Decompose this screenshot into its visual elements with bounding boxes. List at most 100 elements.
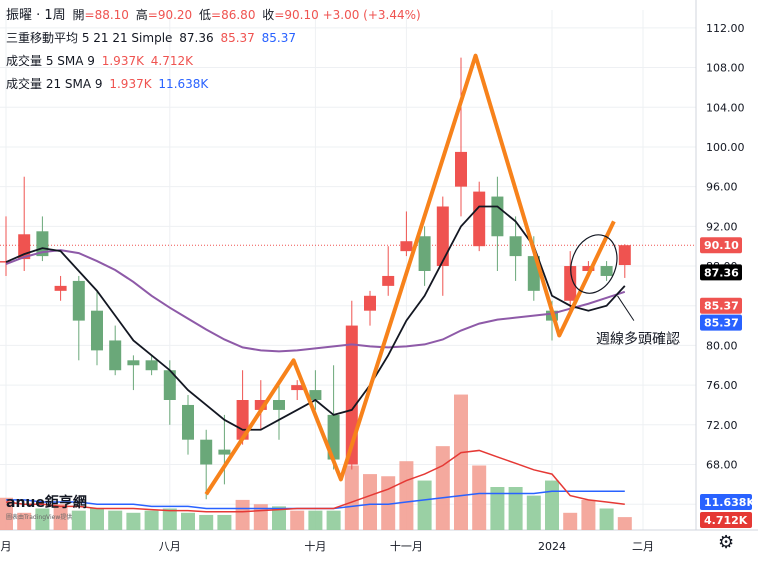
candle-body — [182, 404, 194, 440]
volume-bar — [126, 512, 141, 530]
volume-tag-value: 4.712K — [704, 514, 748, 527]
y-tick-label: 100.00 — [706, 141, 745, 154]
volume-bar — [545, 480, 559, 530]
x-tick-label: 八月 — [159, 540, 181, 553]
vol5-value-b: 4.712K — [150, 54, 194, 68]
x-tick-label: 2024 — [538, 540, 566, 553]
volume-tag: 11.638K — [700, 494, 755, 510]
price-tags: 90.10 87.36 85.37 85.37 11.638K 4.712K — [700, 237, 755, 528]
price-tag: 85.37 — [700, 314, 742, 331]
price-tag-value: 85.37 — [704, 300, 739, 313]
volume-bar — [326, 510, 341, 530]
candle-body — [200, 439, 213, 465]
candle-body — [309, 390, 322, 400]
candle-body — [218, 449, 231, 455]
volume-bar — [235, 499, 250, 530]
ma5-value: 87.36 — [179, 31, 214, 45]
candle-body — [618, 245, 631, 266]
volume-bar — [53, 504, 68, 530]
candle-body — [418, 236, 431, 271]
candle-body — [273, 400, 285, 410]
price-tag: 87.36 — [700, 264, 742, 281]
volume-bar — [71, 510, 86, 530]
volume-bar — [181, 512, 195, 530]
ma21-line — [5, 249, 626, 353]
volume-bar — [454, 394, 468, 530]
volume-bar — [617, 517, 632, 530]
x-tick-label: 二月 — [632, 540, 654, 553]
price-tag: 90.10 — [700, 237, 742, 254]
volume-bar — [35, 508, 50, 530]
logo-subtext: 圖表由TradingView提供 — [6, 514, 73, 521]
legend-ma-row[interactable]: 三重移動平均 5 21 21 Simple 87.36 85.37 85.37 — [6, 27, 421, 50]
legend-vol5-row[interactable]: 成交量 5 SMA 9 1.937K 4.712K — [6, 50, 421, 73]
vol5-label: 成交量 5 SMA 9 — [6, 54, 95, 68]
annotation-text: 週線多頭確認 — [596, 330, 680, 347]
candle-body — [382, 275, 395, 286]
logo-brand: anue鉅亨網 — [6, 495, 87, 511]
ohlc-high-label: 高 — [135, 8, 148, 22]
legend-vol21-row[interactable]: 成交量 21 SMA 9 1.937K 11.638K — [6, 73, 421, 96]
ohlc-close-value: =90.10 — [274, 8, 319, 22]
candle-body — [145, 360, 158, 371]
price-tag-value: 90.10 — [704, 239, 739, 252]
candle-body — [400, 241, 413, 252]
anue-logo: anue鉅亨網 圖表由TradingView提供 — [6, 492, 87, 521]
ohlc-low-label: 低 — [199, 8, 212, 22]
y-tick-label: 92.00 — [706, 220, 738, 233]
volume-bar — [417, 480, 432, 530]
volume-tag-bg — [700, 494, 752, 510]
ohlc-close-label: 收 — [262, 8, 275, 22]
price-tag-value: 87.36 — [704, 266, 739, 279]
candle-body — [291, 385, 304, 391]
candle-body — [54, 285, 67, 291]
volume-ma5-line — [5, 449, 625, 513]
candle-body — [72, 280, 85, 321]
candle-body — [582, 266, 595, 271]
volume-bar — [272, 506, 286, 530]
y-tick-label: 80.00 — [706, 339, 738, 352]
candle-body — [473, 191, 486, 247]
candle-body — [564, 266, 577, 301]
vol21-value-a: 1.937K — [109, 77, 152, 91]
volume-bar — [435, 446, 450, 530]
volume-bar — [363, 474, 377, 530]
y-tick-label: 96.00 — [706, 181, 738, 194]
volume-bar — [308, 510, 323, 530]
price-tag-value: 85.37 — [704, 317, 739, 330]
annotation-pointer — [617, 295, 635, 321]
legend-ohlc-row: 振曜 · 1周 開=88.10 高=90.20 低=86.80 收=90.10 … — [6, 4, 421, 27]
ohlc-high-value: =90.20 — [147, 8, 193, 22]
volume-bar — [162, 508, 177, 530]
y-tick-label: 104.00 — [706, 101, 745, 114]
volume-bar — [508, 487, 523, 530]
volume-bar — [563, 512, 578, 530]
price-tag-bg — [700, 264, 742, 281]
settings-gear-icon[interactable]: ⚙ — [718, 532, 735, 553]
chart-legend: 振曜 · 1周 開=88.10 高=90.20 低=86.80 收=90.10 … — [6, 4, 421, 96]
pattern-annotation: 週線多頭確認 — [204, 53, 680, 496]
vol5-value-a: 1.937K — [101, 54, 144, 68]
volume-bar — [217, 514, 232, 530]
ma21b-value: 85.37 — [261, 31, 296, 45]
y-tick-label: 72.00 — [706, 419, 738, 432]
symbol-label[interactable]: 振曜 · 1周 — [6, 8, 66, 23]
circle-annotation — [570, 234, 618, 294]
y-tick-label: 68.00 — [706, 459, 738, 472]
volume-bar — [17, 512, 32, 530]
price-tag: 85.37 — [700, 297, 742, 314]
y-tick-label: 112.00 — [706, 22, 745, 35]
x-tick-label: 月 — [1, 540, 12, 553]
ohlc-low-value: =86.80 — [211, 8, 256, 22]
volume-bar — [399, 461, 414, 530]
candle-body — [127, 360, 140, 366]
volume-bar — [290, 510, 305, 530]
ohlc-change-value: +3.00 (+3.44%) — [322, 8, 421, 22]
candle-body — [91, 310, 103, 351]
volume-bar — [90, 508, 104, 530]
volume-bar — [581, 499, 596, 530]
volume-bar — [344, 465, 359, 530]
price-tag-bg — [700, 297, 742, 314]
ma21a-value: 85.37 — [220, 31, 255, 45]
